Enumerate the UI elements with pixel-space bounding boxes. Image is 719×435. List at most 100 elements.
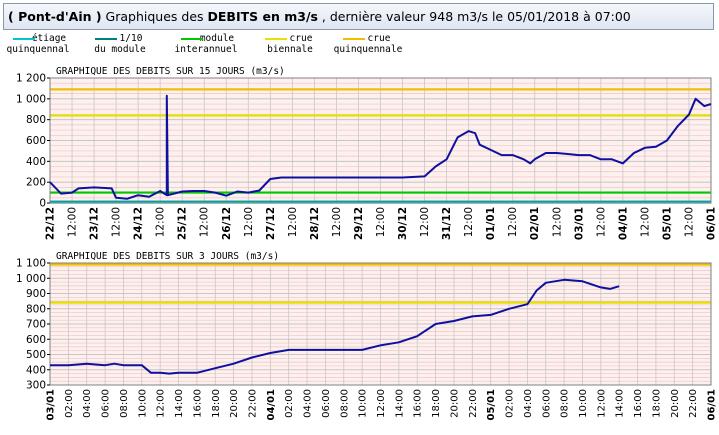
y-tick-label: 400 <box>26 156 46 168</box>
y-tick-label: 800 <box>26 303 46 315</box>
y-tick-label: 0 <box>39 198 46 210</box>
x-tick-label: 18:00 <box>651 389 662 418</box>
x-tick-label: 12:00 <box>199 207 211 237</box>
x-tick-label: 01/01 <box>485 207 497 240</box>
x-tick-label: 18:00 <box>211 389 222 418</box>
legend-sublabel: du module <box>94 44 146 55</box>
x-tick-label: 12:00 <box>243 207 255 237</box>
legend-label: crue <box>367 33 391 44</box>
x-tick-label: 31/12 <box>441 207 453 240</box>
y-tick-label: 1 000 <box>16 273 46 285</box>
x-tick-label: 02:00 <box>64 389 75 418</box>
x-tick-label: 12:00 <box>551 207 563 237</box>
x-tick-label: 12:00 <box>463 207 475 237</box>
series-line-0 <box>50 278 620 375</box>
x-tick-label: 14:00 <box>615 389 626 418</box>
x-tick-label: 02:00 <box>505 389 516 418</box>
y-tick-label: 700 <box>26 319 46 331</box>
x-tick-label: 04/01 <box>266 389 277 421</box>
y-tick-label: 800 <box>26 114 46 126</box>
x-tick-label: 22/12 <box>45 207 57 240</box>
x-tick-label: 12:00 <box>375 207 387 237</box>
x-tick-label: 06:00 <box>541 389 552 418</box>
x-tick-label: 16:00 <box>633 389 644 418</box>
x-tick-label: 24/12 <box>133 207 145 240</box>
x-tick-label: 12:00 <box>111 207 123 237</box>
y-tick-label: 200 <box>26 177 46 189</box>
legend-label: crue <box>289 33 313 44</box>
legend-item-etiage: étiage quinquennal <box>3 33 73 55</box>
x-tick-label: 12:00 <box>155 207 167 237</box>
x-tick-label: 04/01 <box>617 207 629 240</box>
x-tick-label: 12:00 <box>595 207 607 237</box>
y-tick-label: 400 <box>26 364 46 376</box>
x-tick-label: 22:00 <box>468 389 479 418</box>
page-header: ( Pont-d'Ain ) Graphiques des DEBITS en … <box>3 3 714 30</box>
y-tick-label: 900 <box>26 288 46 300</box>
legend-sublabel: quinquennale <box>333 44 403 55</box>
legend-swatch <box>265 38 287 40</box>
y-tick-label: 600 <box>26 135 46 147</box>
x-tick-label: 03/01 <box>46 389 57 421</box>
y-tick-label: 300 <box>26 380 46 392</box>
x-tick-label: 16:00 <box>192 389 203 418</box>
x-tick-label: 27/12 <box>265 207 277 240</box>
legend-sublabel: quinquennal <box>6 44 70 55</box>
x-tick-label: 10:00 <box>358 389 369 418</box>
x-tick-label: 12:00 <box>419 207 431 237</box>
x-tick-label: 04:00 <box>523 389 534 418</box>
x-tick-label: 02/01 <box>529 207 541 240</box>
legend-swatch <box>343 38 365 40</box>
legend-label: module <box>199 33 235 44</box>
header-last-value: , dernière valeur 948 m3/s le 05/01/2018… <box>317 9 631 24</box>
x-tick-label: 12:00 <box>639 207 651 237</box>
x-tick-label: 04:00 <box>82 389 93 418</box>
y-tick-label: 1 200 <box>16 73 46 85</box>
x-tick-label: 10:00 <box>137 389 148 418</box>
legend-item-crue-biennale: crue biennale <box>255 33 325 55</box>
chart-title: GRAPHIQUE DES DEBITS SUR 15 JOURS (m3/s) <box>56 66 285 77</box>
chart-15-days: 0 200 400 600 800 1 000 1 200 22/12 12:00 23/12 12… <box>16 66 718 240</box>
x-tick-label: 16:00 <box>413 389 424 418</box>
y-tick-label: 600 <box>26 334 46 346</box>
legend-sublabel: interannuel <box>174 44 238 55</box>
header-measure: DEBITS en m3/s <box>207 9 318 24</box>
x-tick-label: 12:00 <box>287 207 299 237</box>
x-tick-label: 12:00 <box>507 207 519 237</box>
legend-swatch <box>95 38 117 40</box>
station-name: ( Pont-d'Ain ) <box>8 9 102 24</box>
y-tick-label: 1 000 <box>16 93 46 105</box>
legend-label: étiage <box>31 33 67 44</box>
legend-swatch <box>13 38 35 40</box>
legend-item-crue-quinquennale: crue quinquennale <box>333 33 403 55</box>
x-tick-label: 08:00 <box>119 389 130 418</box>
x-tick-label: 12:00 <box>376 389 387 418</box>
x-tick-label: 18:00 <box>431 389 442 418</box>
x-tick-label: 04:00 <box>303 389 314 418</box>
x-tick-label: 29/12 <box>353 207 365 240</box>
legend-label: 1/10 <box>119 33 143 44</box>
x-tick-label: 22:00 <box>688 389 699 418</box>
chart-title: GRAPHIQUE DES DEBITS SUR 3 JOURS (m3/s) <box>56 251 279 262</box>
x-tick-label: 02:00 <box>284 389 295 418</box>
x-tick-label: 06/01 <box>707 389 718 421</box>
threshold-legend: étiage quinquennal 1/10 du module module… <box>3 33 714 59</box>
legend-item-dixieme-module: 1/10 du module <box>85 33 155 55</box>
series-line-0 <box>49 94 712 200</box>
x-tick-label: 23/12 <box>89 207 101 240</box>
x-tick-label: 25/12 <box>177 207 189 240</box>
x-tick-label: 20:00 <box>229 389 240 418</box>
legend-item-module: module interannuel <box>171 33 241 55</box>
x-tick-label: 30/12 <box>397 207 409 240</box>
x-tick-label: 03/01 <box>573 207 585 240</box>
x-tick-label: 12:00 <box>67 207 79 237</box>
legend-swatch <box>181 38 203 40</box>
x-tick-label: 12:00 <box>683 207 695 237</box>
x-tick-label: 06/01 <box>706 207 718 240</box>
header-text-prefix: Graphiques des <box>101 9 208 24</box>
x-tick-label: 12:00 <box>331 207 343 237</box>
x-tick-label: 05/01 <box>661 207 673 240</box>
x-tick-label: 06:00 <box>101 389 112 418</box>
x-tick-label: 26/12 <box>221 207 233 240</box>
